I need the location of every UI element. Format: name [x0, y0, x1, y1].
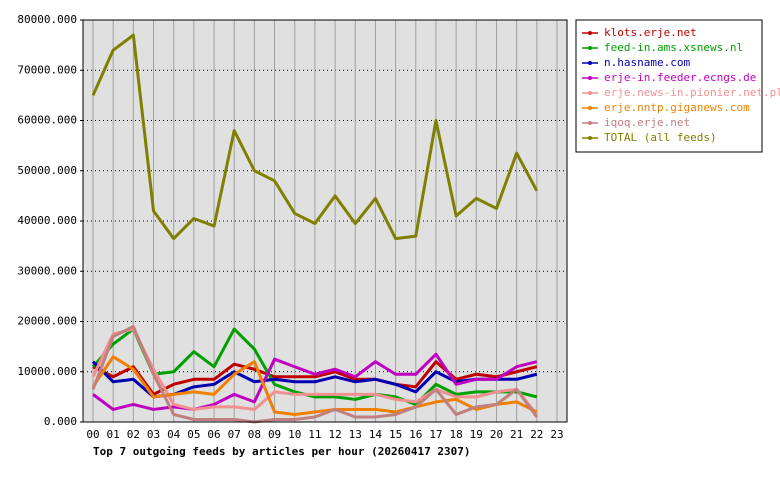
legend-label: erje-in.feeder.ecngs.de [604, 71, 756, 84]
x-tick-label: 00 [86, 428, 99, 441]
x-tick-label: 22 [530, 428, 543, 441]
y-tick-label: 80000.000 [17, 13, 77, 26]
y-tick-label: 50000.000 [17, 164, 77, 177]
x-tick-label: 21 [510, 428, 523, 441]
legend-marker [588, 61, 592, 65]
series-line [92, 360, 538, 396]
legend-marker [588, 136, 592, 140]
series-line [91, 327, 538, 416]
legend-label: feed-in.ams.xsnews.nl [604, 41, 743, 54]
x-tick-label: 11 [308, 428, 321, 441]
legend-label: erje.news-in.pionier.net.pl [604, 86, 780, 99]
legend-label: TOTAL (all feeds) [604, 131, 717, 144]
x-tick-label: 13 [349, 428, 362, 441]
series-line [91, 33, 539, 241]
legend-marker [588, 121, 592, 125]
series-line [91, 355, 538, 416]
x-tick-label: 02 [127, 428, 140, 441]
legend-marker [588, 76, 592, 80]
legend-marker [588, 106, 592, 110]
lines [91, 33, 539, 424]
plot-border [82, 19, 568, 423]
chart-title: Top 7 outgoing feeds by articles per hou… [93, 445, 471, 458]
legend-label: n.hasname.com [604, 56, 690, 69]
y-tick-label: 0.000 [44, 415, 77, 428]
x-tick-label: 05 [187, 428, 200, 441]
x-tick-label: 14 [369, 428, 383, 441]
legend-marker [588, 46, 592, 50]
x-tick-label: 17 [429, 428, 442, 441]
y-tick-label: 60000.000 [17, 114, 77, 127]
x-tick-label: 20 [490, 428, 503, 441]
legend-label: klots.erje.net [604, 26, 697, 39]
legend-label: erje.nntp.giganews.com [604, 101, 750, 114]
x-tick-label: 15 [389, 428, 402, 441]
series-line [91, 325, 539, 424]
x-tick-label: 18 [450, 428, 463, 441]
series-line [92, 352, 538, 411]
x-tick-label: 10 [288, 428, 301, 441]
x-tick-label: 12 [328, 428, 341, 441]
series-line [91, 327, 538, 406]
x-tick-label: 09 [268, 428, 281, 441]
y-tick-label: 70000.000 [17, 63, 77, 76]
x-tick-label: 23 [550, 428, 563, 441]
x-tick-label: 07 [228, 428, 241, 441]
legend [575, 19, 763, 153]
x-tick-label: 19 [470, 428, 483, 441]
legend-marker [588, 91, 592, 95]
y-tick-label: 40000.000 [17, 214, 77, 227]
x-tick-label: 04 [167, 428, 181, 441]
legend-label: iqoq.erje.net [604, 116, 690, 129]
x-tick-label: 16 [409, 428, 422, 441]
x-tick-label: 01 [107, 428, 120, 441]
y-tick-label: 10000.000 [17, 365, 77, 378]
y-tick-label: 30000.000 [17, 264, 77, 277]
y-tick-label: 20000.000 [17, 315, 77, 328]
x-tick-label: 08 [248, 428, 261, 441]
legend-marker [588, 31, 592, 35]
x-tick-label: 06 [207, 428, 220, 441]
x-tick-label: 03 [147, 428, 160, 441]
